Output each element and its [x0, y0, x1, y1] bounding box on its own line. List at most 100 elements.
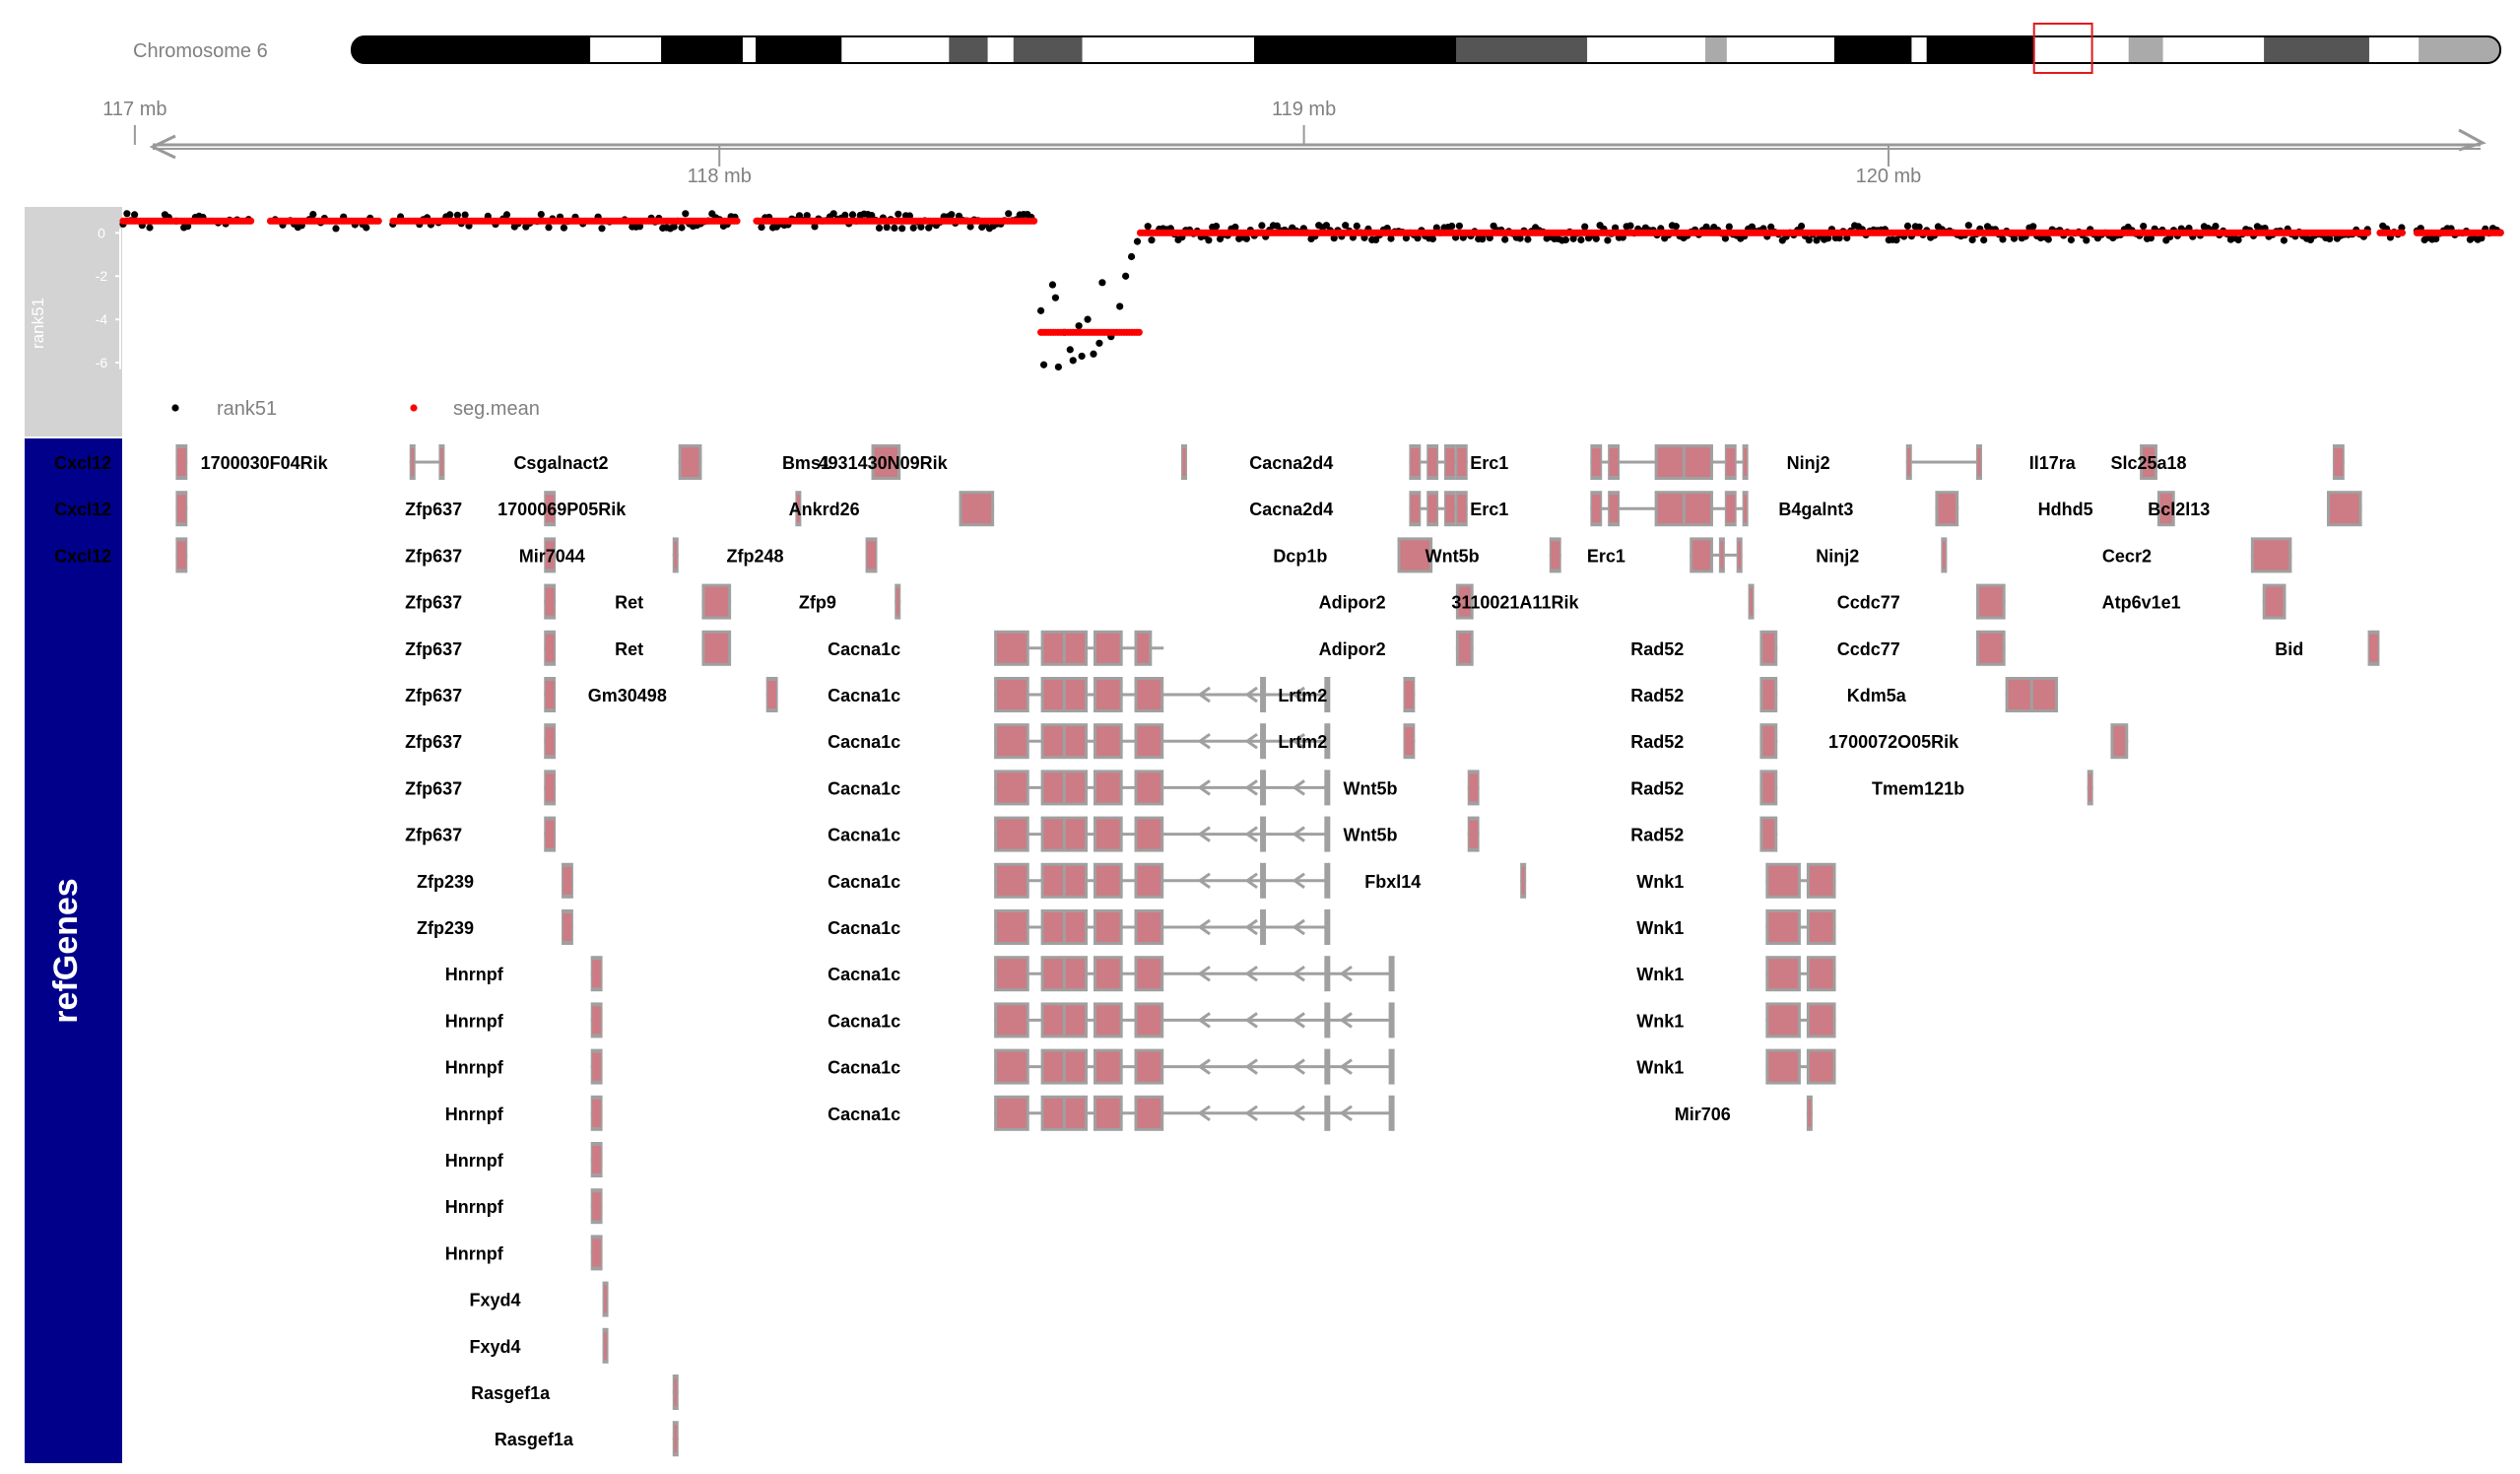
rank51-point	[1144, 223, 1152, 231]
gene-model: Rad52	[1630, 630, 1778, 666]
exon-coding	[1768, 1051, 1798, 1082]
rank51-point	[2029, 223, 2037, 231]
rank51-point	[758, 224, 765, 232]
gene-label: Cacna1c	[828, 965, 900, 984]
gene-model: Cacna1c	[828, 862, 1331, 899]
gene-label: Adipor2	[1319, 593, 1386, 613]
gene-label: Bid	[2275, 639, 2303, 659]
ideogram-band	[352, 36, 591, 63]
gene-label: Rasgef1a	[495, 1430, 574, 1449]
rank51-point	[1205, 236, 1213, 244]
rank51-point	[875, 224, 884, 232]
strand-arrow	[1292, 872, 1305, 890]
gene-label: Fxyd4	[469, 1291, 520, 1310]
exon-coding	[545, 587, 555, 616]
rank51-point	[1127, 252, 1136, 261]
gene-model: Cacna1c	[828, 1048, 1395, 1085]
exon-coding	[2369, 634, 2378, 662]
exon-coding	[1591, 448, 1601, 476]
rank51-point	[966, 223, 974, 231]
exon-coding	[1410, 495, 1420, 523]
strand-arrow	[1197, 732, 1211, 750]
gene-label: Cxcl12	[54, 500, 111, 519]
rank51-point	[598, 225, 606, 233]
gene-label: Cxcl12	[54, 546, 111, 566]
gene-label: Zfp239	[417, 918, 474, 938]
strand-arrow	[1339, 965, 1353, 982]
gene-model: Ccdc77	[1837, 630, 2006, 666]
rank51-point	[363, 224, 370, 232]
gene-label: Cacna2d4	[1249, 453, 1333, 473]
rank51-point	[1516, 234, 1524, 242]
rank51-point	[1133, 237, 1142, 245]
exon-coding	[1095, 1098, 1120, 1128]
strand-arrow	[1197, 872, 1211, 890]
exon	[1388, 956, 1395, 992]
gene-model: Rad52	[1630, 723, 1778, 760]
gene-label: 1700069P05Rik	[497, 500, 627, 519]
rank51-point	[829, 210, 837, 218]
gene-model: Zfp637	[405, 630, 557, 666]
rank51-point	[1148, 236, 1156, 244]
gene-label: Cacna1c	[828, 1105, 900, 1124]
exon-divider	[1062, 1051, 1066, 1082]
gene-model: Lrtm2	[1278, 677, 1416, 712]
rank51-point	[1387, 234, 1395, 242]
exon-coding	[1978, 633, 2003, 663]
exon-coding	[545, 727, 555, 756]
gene-label: Wnk1	[1636, 965, 1684, 984]
exon-coding	[997, 1005, 1027, 1036]
strand-arrow	[1292, 1012, 1305, 1029]
gene-model: B4galnt3	[1778, 491, 1959, 527]
strand-arrow	[1197, 1058, 1211, 1075]
exon-coding	[1458, 633, 1471, 663]
seg-mean-point	[1030, 217, 1038, 225]
ideogram-band	[2368, 36, 2420, 63]
strand-arrow	[1197, 965, 1211, 982]
exon-coding	[439, 448, 443, 476]
exon-coding	[997, 819, 1027, 849]
rank51-point	[1372, 235, 1380, 243]
exon-coding	[2143, 447, 2155, 477]
rank51-point	[1569, 234, 1577, 242]
rank51-point	[678, 224, 686, 232]
rank51-point	[2212, 223, 2220, 231]
exon-divider	[1062, 772, 1066, 803]
exon-coding	[592, 1006, 602, 1035]
gene-model: Zfp637	[405, 491, 557, 527]
y-tick-label: -4	[96, 311, 108, 327]
gene-model: Wnk1	[1636, 1048, 1836, 1085]
exon-coding	[1137, 680, 1161, 709]
rank51-point	[1036, 306, 1045, 314]
gene-label: Zfp637	[405, 732, 462, 752]
exon-divider	[1062, 865, 1066, 896]
exon	[1324, 909, 1331, 945]
strand-arrow	[1339, 1012, 1353, 1029]
exon-coding	[1410, 448, 1420, 476]
gene-label: Ret	[615, 639, 643, 659]
gene-label: Rad52	[1630, 732, 1684, 752]
exon	[1324, 1048, 1331, 1085]
legend-label-rank51: rank51	[217, 398, 277, 420]
ideogram-band	[1254, 36, 1457, 63]
gene-model: Wnk1	[1636, 1002, 1836, 1038]
gene-label: Tmem121b	[1872, 778, 1964, 798]
exon-coding	[1137, 772, 1161, 803]
seg-mean-point	[2363, 229, 2372, 236]
rank51-point	[811, 223, 819, 231]
gene-label: Wnt5b	[1344, 778, 1398, 798]
rank51-point	[670, 223, 678, 231]
gene-model: Il17ra	[2029, 444, 2157, 480]
rank51-point	[1968, 235, 1976, 243]
seg-mean-point	[733, 217, 741, 225]
gene-model: Rad52	[1630, 770, 1778, 806]
gene-label: Wnt5b	[1344, 826, 1398, 845]
exon-divider	[1062, 726, 1066, 757]
gene-label: Zfp637	[405, 546, 462, 566]
exon-coding	[895, 587, 899, 616]
gene-label: Rasgef1a	[471, 1383, 551, 1403]
gene-model: Zfp637	[405, 816, 557, 852]
seg-mean-point	[2496, 229, 2504, 236]
gene-model: Zfp637	[405, 583, 557, 620]
strand-arrow	[1244, 918, 1258, 936]
